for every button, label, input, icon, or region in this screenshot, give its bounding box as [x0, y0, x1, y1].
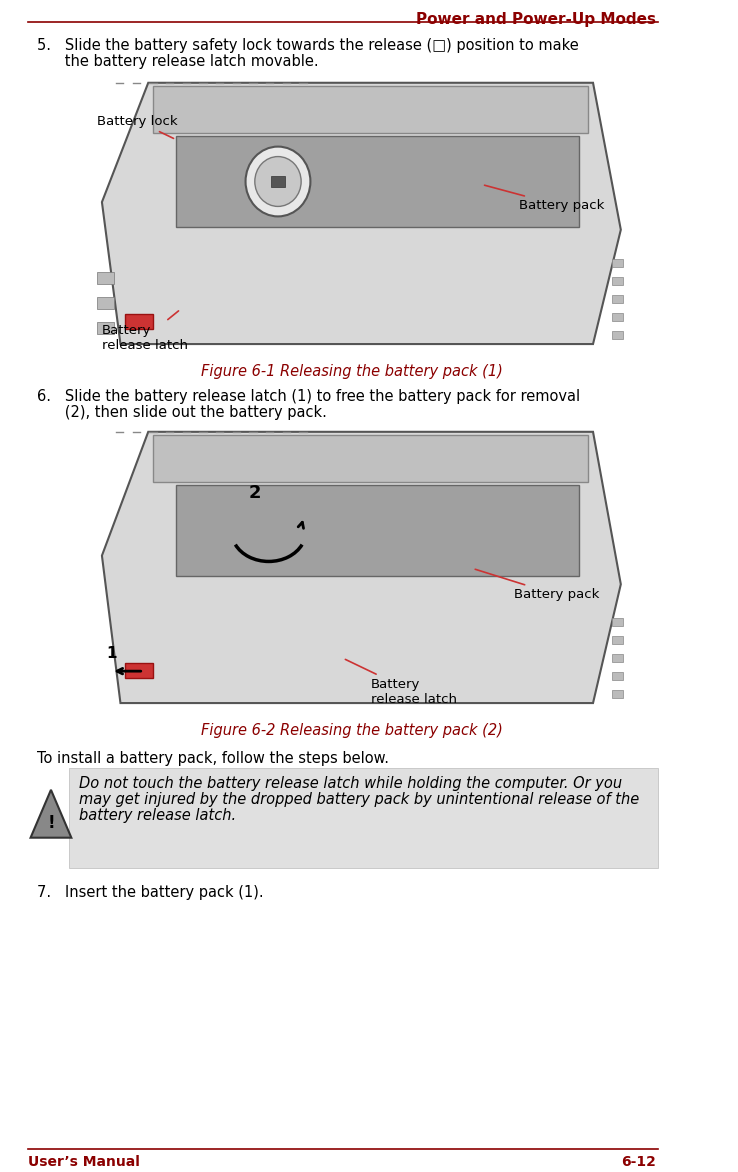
- Text: the battery release latch movable.: the battery release latch movable.: [37, 54, 319, 69]
- Bar: [125, 314, 153, 329]
- Polygon shape: [153, 435, 588, 482]
- Bar: [612, 278, 623, 285]
- Bar: [612, 673, 623, 680]
- Bar: [612, 295, 623, 304]
- Text: 6-12: 6-12: [621, 1154, 656, 1168]
- Text: 7.   Insert the battery pack (1).: 7. Insert the battery pack (1).: [37, 885, 263, 900]
- Circle shape: [255, 157, 301, 206]
- Bar: [97, 322, 114, 334]
- Circle shape: [246, 146, 311, 217]
- Bar: [271, 176, 286, 188]
- Text: Do not touch the battery release latch while holding the computer. Or you: Do not touch the battery release latch w…: [79, 776, 622, 791]
- Text: Power and Power-Up Modes: Power and Power-Up Modes: [416, 12, 656, 27]
- Bar: [97, 272, 114, 285]
- Bar: [612, 636, 623, 645]
- Polygon shape: [102, 83, 621, 345]
- Bar: [125, 663, 153, 679]
- Text: 2: 2: [249, 484, 261, 502]
- Text: battery release latch.: battery release latch.: [79, 808, 236, 823]
- Text: Battery pack: Battery pack: [475, 570, 600, 601]
- Text: Battery
release latch: Battery release latch: [102, 311, 188, 352]
- Text: Figure 6-2 Releasing the battery pack (2): Figure 6-2 Releasing the battery pack (2…: [201, 723, 503, 738]
- Text: Battery lock: Battery lock: [97, 115, 178, 138]
- Polygon shape: [30, 790, 72, 838]
- Text: 6.   Slide the battery release latch (1) to free the battery pack for removal: 6. Slide the battery release latch (1) t…: [37, 389, 580, 404]
- Polygon shape: [153, 86, 588, 132]
- Text: (2), then slide out the battery pack.: (2), then slide out the battery pack.: [37, 404, 327, 420]
- Bar: [612, 331, 623, 339]
- Bar: [612, 690, 623, 699]
- Bar: [612, 313, 623, 321]
- Bar: [612, 259, 623, 267]
- Bar: [612, 619, 623, 626]
- Text: may get injured by the dropped battery pack by unintentional release of the: may get injured by the dropped battery p…: [79, 792, 639, 806]
- Text: Figure 6-1 Releasing the battery pack (1): Figure 6-1 Releasing the battery pack (1…: [201, 364, 503, 379]
- Polygon shape: [102, 431, 621, 703]
- Text: To install a battery pack, follow the steps below.: To install a battery pack, follow the st…: [37, 751, 389, 766]
- Polygon shape: [176, 136, 579, 227]
- Bar: [69, 768, 658, 867]
- Bar: [97, 298, 114, 309]
- Text: !: !: [47, 813, 55, 832]
- Bar: [612, 654, 623, 662]
- Text: 5.   Slide the battery safety lock towards the release (□) position to make: 5. Slide the battery safety lock towards…: [37, 38, 579, 53]
- Text: User’s Manual: User’s Manual: [28, 1154, 139, 1168]
- Text: Battery pack: Battery pack: [485, 185, 604, 212]
- Text: 1: 1: [106, 646, 117, 661]
- Polygon shape: [176, 485, 579, 577]
- Text: Battery
release latch: Battery release latch: [345, 660, 457, 707]
